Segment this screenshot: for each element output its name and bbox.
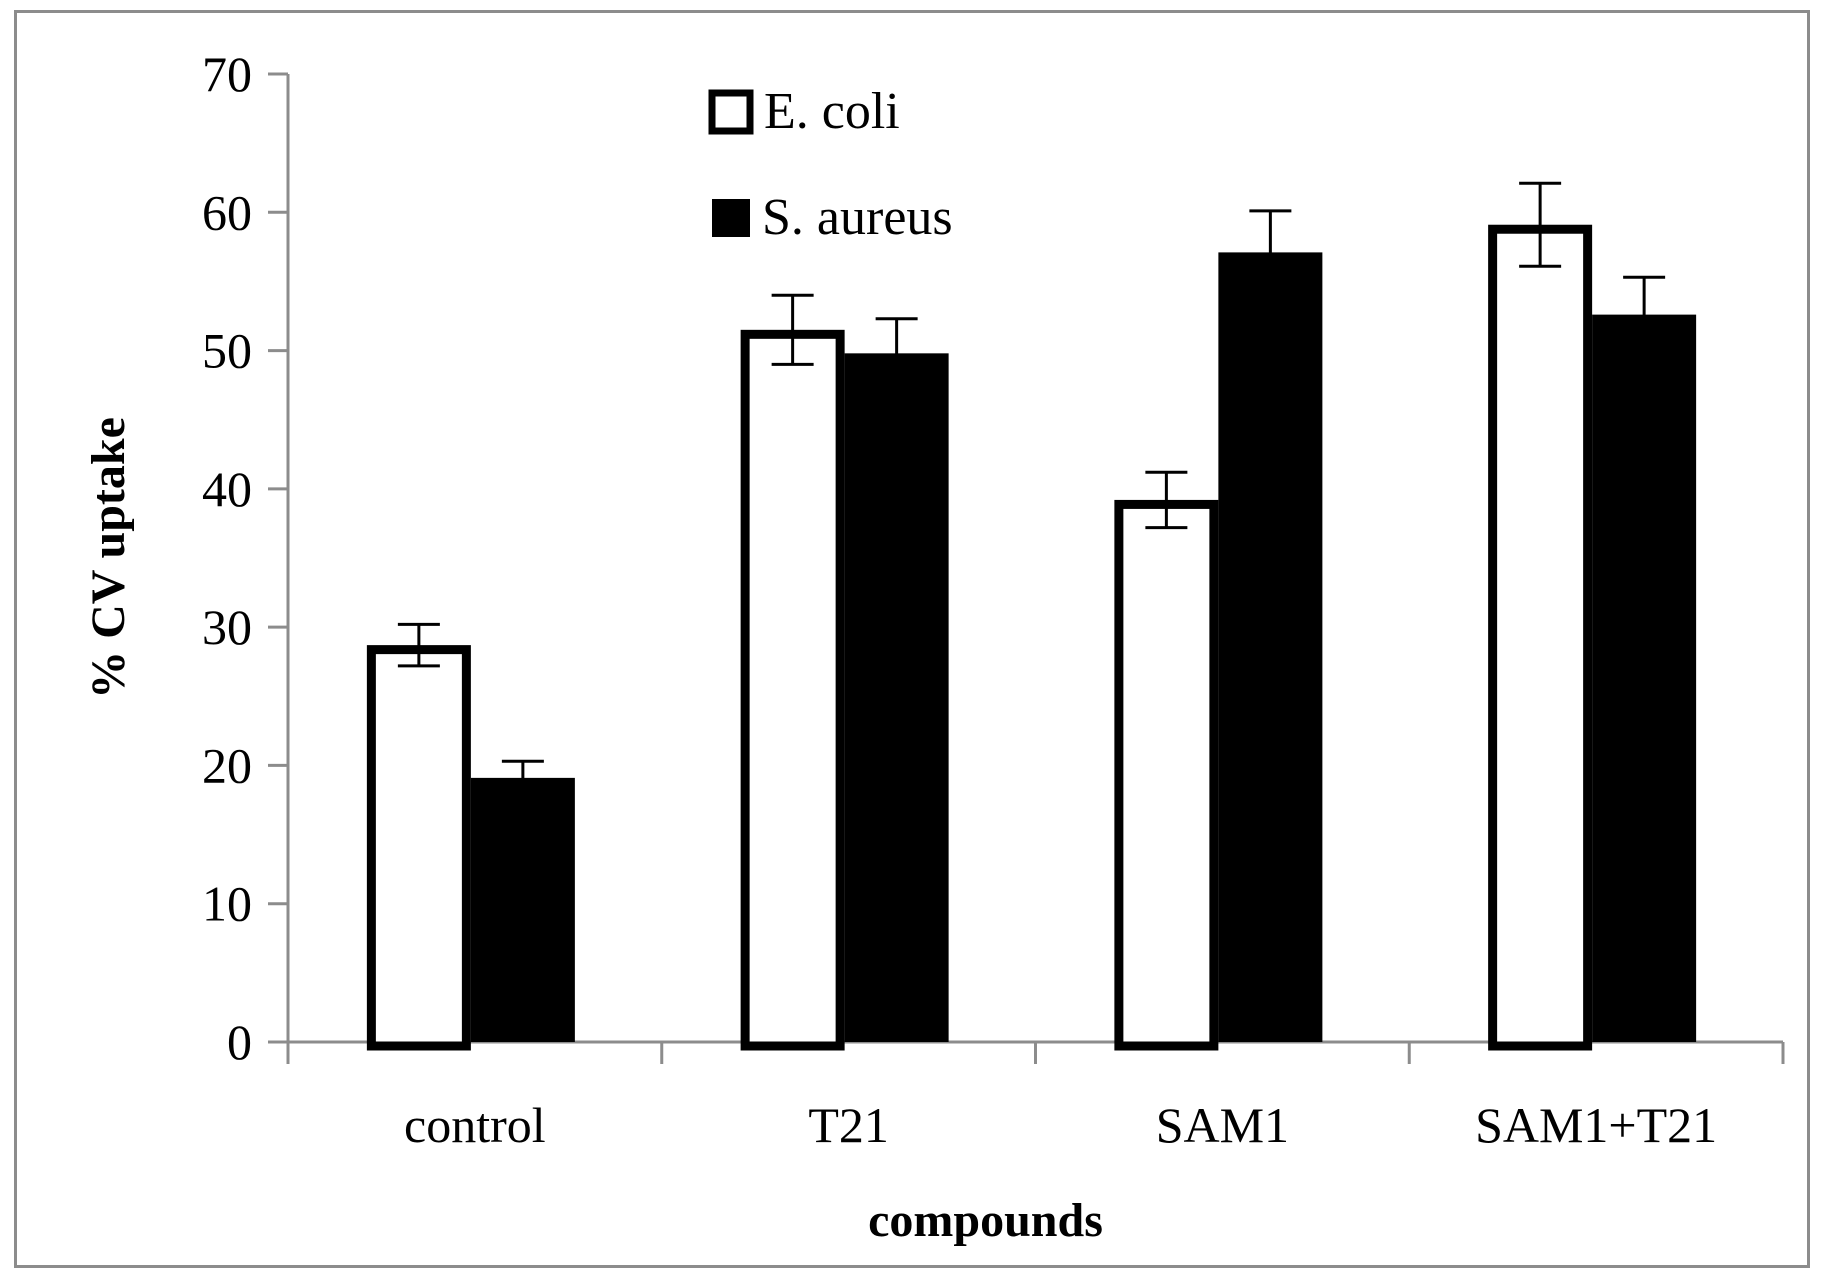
error-bar-e-coli-control bbox=[397, 622, 440, 668]
y-tick-label-30: 30 bbox=[202, 599, 252, 655]
category-label-sam1-t21: SAM1+T21 bbox=[1475, 1097, 1717, 1153]
bar-s-aureus-sam1-t21 bbox=[1592, 314, 1697, 1042]
y-axis-title: % CV uptake bbox=[82, 417, 135, 699]
y-tick-label-70: 70 bbox=[202, 46, 252, 102]
error-bar-e-coli-t21 bbox=[771, 293, 814, 366]
bar-s-aureus-control bbox=[470, 777, 575, 1042]
error-bar-s-aureus-sam1-t21 bbox=[1623, 275, 1666, 354]
bar-e-coli-t21 bbox=[740, 329, 845, 1051]
x-axis-title: compounds bbox=[868, 1194, 1103, 1247]
category-label-control: control bbox=[404, 1097, 546, 1153]
error-bar-s-aureus-t21 bbox=[875, 317, 918, 390]
error-bar-s-aureus-sam1 bbox=[1249, 209, 1292, 296]
y-tick-label-0: 0 bbox=[227, 1014, 252, 1070]
bar-e-coli-sam1 bbox=[1114, 499, 1219, 1051]
y-tick-label-60: 60 bbox=[202, 184, 252, 240]
x-ticks bbox=[286, 1042, 1785, 1064]
category-labels: control T21 SAM1 SAM1+T21 bbox=[404, 1097, 1717, 1153]
error-bar-e-coli-sam1-t21 bbox=[1519, 181, 1562, 268]
y-tick-label-10: 10 bbox=[202, 876, 252, 932]
legend-swatch-e-coli bbox=[708, 89, 754, 135]
legend-swatch-s-aureus bbox=[712, 199, 750, 237]
chart-frame bbox=[14, 10, 1810, 1268]
bar-s-aureus-t21 bbox=[844, 353, 949, 1042]
y-ticks: 0 10 20 30 40 50 60 70 bbox=[202, 46, 288, 1070]
category-label-t21: T21 bbox=[808, 1097, 889, 1153]
bars bbox=[366, 224, 1697, 1051]
legend-label-s-aureus: S. aureus bbox=[762, 189, 953, 246]
error-bars bbox=[397, 181, 1666, 796]
legend-label-e-coli: E. coli bbox=[764, 83, 900, 140]
bar-s-aureus-sam1 bbox=[1218, 252, 1323, 1043]
bar-e-coli-sam1-t21 bbox=[1488, 224, 1593, 1051]
error-bar-e-coli-sam1 bbox=[1145, 470, 1188, 530]
bar-e-coli-control bbox=[366, 645, 471, 1051]
y-tick-label-50: 50 bbox=[202, 323, 252, 379]
y-tick-label-20: 20 bbox=[202, 737, 252, 793]
error-bar-s-aureus-control bbox=[501, 759, 544, 796]
category-label-sam1: SAM1 bbox=[1156, 1097, 1289, 1153]
legend: E. coli S. aureus bbox=[708, 83, 953, 246]
y-tick-label-40: 40 bbox=[202, 461, 252, 517]
